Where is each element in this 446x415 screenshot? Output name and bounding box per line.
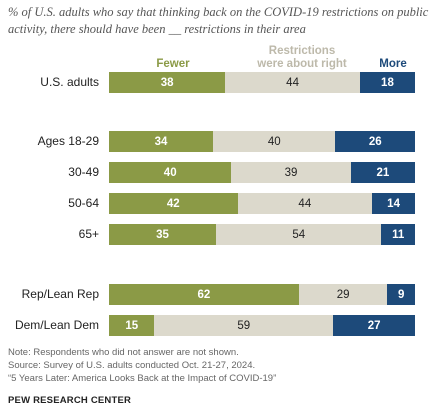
data-label: 21	[376, 166, 390, 179]
data-label: 40	[267, 135, 281, 148]
note-report-title: “5 Years Later: America Looks Back at th…	[8, 373, 277, 384]
data-label: 39	[284, 166, 298, 179]
category-label: Ages 18-29	[37, 134, 99, 148]
note-respondents: Note: Respondents who did not answer are…	[8, 347, 239, 358]
data-label: 9	[398, 288, 405, 301]
data-label: 44	[286, 76, 299, 89]
legend-more: More	[379, 58, 407, 70]
data-label: 29	[336, 288, 350, 301]
data-label: 40	[163, 166, 177, 179]
legend-about-right-line1: Restrictions	[268, 45, 336, 57]
legend-about-right-line2: were about right	[257, 58, 347, 70]
bar-segment-about-right: 39	[231, 162, 351, 183]
data-label: 34	[154, 135, 168, 148]
data-label: 44	[298, 197, 312, 210]
legend-fewer: Fewer	[156, 58, 190, 70]
bar-segment-fewer: 62	[109, 284, 299, 305]
data-label: 14	[387, 197, 400, 210]
data-label: 35	[156, 228, 169, 241]
data-label: 11	[392, 228, 405, 241]
legend-about-right: Restrictions were about right	[247, 45, 357, 71]
bar-segment-about-right: 54	[216, 224, 382, 245]
data-label: 62	[197, 288, 211, 301]
bar-segment-fewer: 34	[109, 131, 214, 152]
data-label: 38	[160, 76, 174, 89]
category-label: 50-64	[68, 196, 99, 210]
bar-segment-about-right: 40	[213, 131, 336, 152]
bar-segment-fewer: 15	[109, 315, 155, 336]
bar-segment-more: 18	[359, 72, 415, 93]
bar-segment-about-right: 44	[225, 72, 360, 93]
bar-segment-fewer: 42	[109, 193, 238, 214]
note-source: Source: Survey of U.S. adults conducted …	[8, 360, 256, 371]
bar-segment-about-right: 29	[298, 284, 388, 305]
bar-segment-more: 27	[333, 315, 415, 336]
bar-segment-about-right: 44	[237, 193, 373, 214]
bar-segment-more: 14	[372, 193, 415, 214]
bar-segment-more: 9	[387, 284, 415, 305]
data-label: 59	[237, 319, 251, 332]
bar-segment-fewer: 35	[109, 224, 217, 245]
category-label: U.S. adults	[40, 75, 99, 89]
org-name: PEW RESEARCH CENTER	[8, 395, 132, 406]
chart-subtitle: % of U.S. adults who say that thinking b…	[8, 5, 429, 36]
data-label: 26	[368, 135, 382, 148]
data-label: 27	[367, 319, 381, 332]
category-label: Dem/Lean Dem	[14, 318, 99, 332]
category-label: 65+	[78, 227, 99, 241]
data-label: 15	[125, 319, 139, 332]
data-label: 42	[166, 197, 180, 210]
category-label: Rep/Lean Rep	[21, 287, 99, 301]
bar-segment-more: 11	[381, 224, 415, 245]
bar-segment-more: 26	[335, 131, 415, 152]
category-label: 30-49	[68, 165, 99, 179]
bar-segment-fewer: 38	[109, 72, 226, 93]
bar-segment-more: 21	[350, 162, 415, 183]
data-label: 18	[381, 76, 394, 89]
data-label: 54	[292, 228, 306, 241]
bar-segment-about-right: 59	[154, 315, 334, 336]
bar-segment-fewer: 40	[109, 162, 232, 183]
